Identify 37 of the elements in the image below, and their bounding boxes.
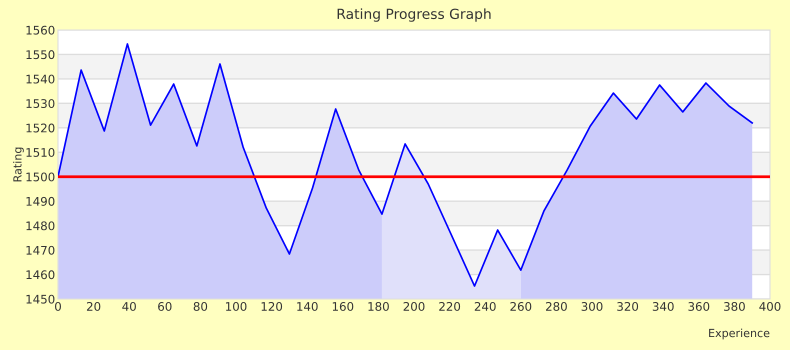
- x-tick-label: 240: [474, 302, 496, 311]
- x-tick-label: 60: [158, 302, 172, 311]
- y-tick-label: 1510: [26, 148, 54, 157]
- x-tick-label: 0: [55, 302, 61, 311]
- x-tick-label: 360: [688, 302, 710, 311]
- x-tick-label: 380: [724, 302, 745, 311]
- line-series: [58, 43, 754, 287]
- x-tick-label: 100: [226, 302, 246, 311]
- x-tick-label: 220: [439, 302, 460, 311]
- x-tick-label: 300: [582, 302, 602, 311]
- chart-title: Rating Progress Graph: [338, 8, 491, 22]
- y-tick-label: 1460: [26, 270, 54, 280]
- y-tick-label: 1470: [26, 246, 54, 255]
- y-tick-label: 1450: [26, 294, 54, 304]
- y-tick-label: 1550: [26, 50, 54, 60]
- y-tick-label: 1530: [26, 99, 54, 108]
- y-tick-label: 1560: [26, 26, 54, 35]
- x-tick-label: 280: [546, 302, 567, 311]
- y-tick-label: 1540: [26, 74, 54, 84]
- x-tick-label: 180: [368, 302, 389, 311]
- y-tick-label: 1520: [26, 124, 54, 132]
- x-tick-label: 340: [652, 302, 674, 311]
- y-axis-title: Rating: [13, 148, 24, 182]
- x-tick-label: 200: [404, 302, 424, 311]
- x-tick-label: 400: [759, 302, 780, 311]
- x-tick-label: 80: [194, 302, 208, 311]
- x-axis-title: Experience: [709, 328, 770, 340]
- y-tick-label: 1490: [26, 196, 54, 206]
- y-tick-label: 1480: [26, 221, 54, 230]
- x-tick-label: 120: [262, 302, 282, 311]
- x-tick-label: 140: [297, 302, 318, 311]
- x-tick-label: 320: [617, 302, 638, 311]
- x-tick-label: 160: [332, 302, 354, 311]
- y-tick-label: 1500: [26, 172, 54, 182]
- x-tick-label: 260: [510, 302, 532, 311]
- x-tick-label: 20: [86, 302, 100, 311]
- x-tick-label: 40: [122, 302, 136, 311]
